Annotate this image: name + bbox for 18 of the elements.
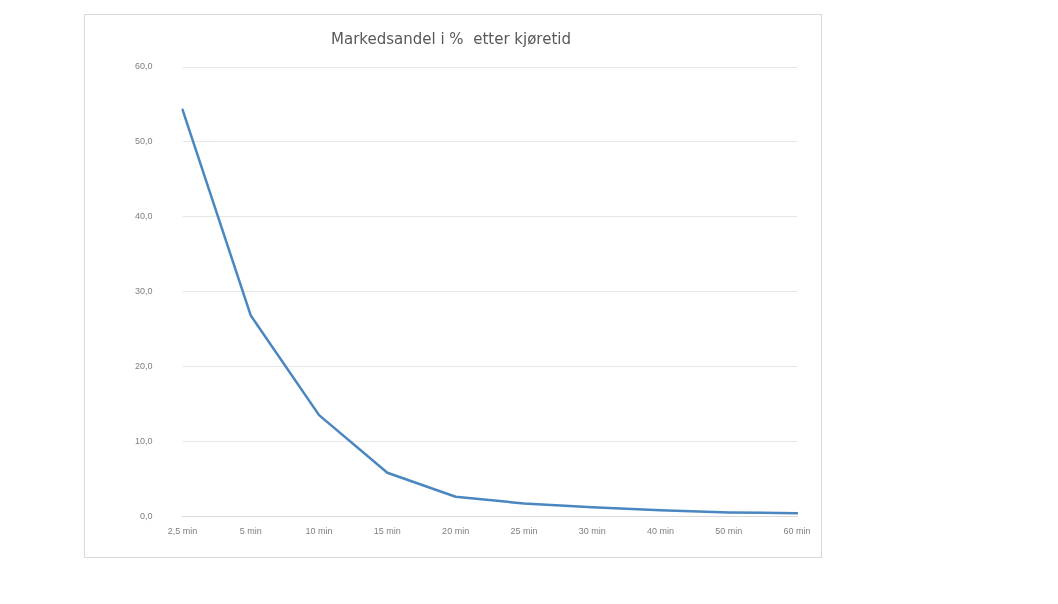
x-tick-label: 5 min: [239, 526, 262, 537]
y-tick-label: 50,0: [134, 136, 153, 147]
x-tick-label: 30 min: [578, 526, 606, 537]
y-tick-label: 30,0: [134, 286, 153, 297]
x-tick-label: 15 min: [373, 526, 401, 537]
x-tick-label: 20 min: [442, 526, 470, 537]
x-tick-label: 40 min: [646, 526, 674, 537]
y-tick-label: 60,0: [134, 61, 153, 72]
x-tick-label: 50 min: [715, 526, 743, 537]
x-tick-label: 10 min: [305, 526, 333, 537]
x-tick-label: 60 min: [783, 526, 811, 537]
y-tick-label: 0,0: [140, 510, 153, 521]
y-tick-label: 20,0: [134, 360, 153, 371]
chart-title: Markedsandel i % etter kjøretid: [331, 29, 571, 48]
y-tick-label: 10,0: [134, 435, 153, 446]
y-tick-label: 40,0: [134, 211, 153, 222]
x-tick-label: 25 min: [510, 526, 538, 537]
x-tick-label: 2,5 min: [167, 526, 198, 537]
